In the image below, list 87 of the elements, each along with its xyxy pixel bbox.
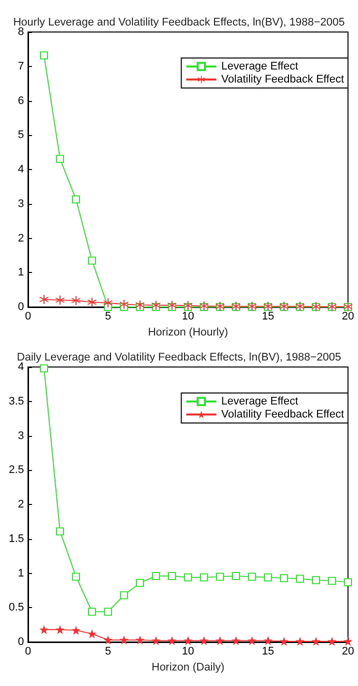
- y-tick-label: 0.5: [8, 602, 24, 614]
- point: [56, 625, 64, 634]
- point: [248, 572, 256, 581]
- point: [312, 576, 320, 584]
- legend-label: Volatility Feedback Effect: [221, 74, 344, 86]
- x-axis-title: Horizon (Hourly): [148, 326, 228, 338]
- point: [152, 300, 160, 310]
- y-tick-label: 6: [18, 94, 24, 107]
- point: [152, 636, 160, 646]
- y-tick-label: 2: [18, 498, 24, 510]
- y-tick-label: 3.5: [8, 395, 24, 408]
- x-tick-label: 20: [342, 310, 354, 322]
- point: [72, 626, 80, 635]
- point: [328, 576, 336, 585]
- legend-label: Leverage Effect: [221, 60, 298, 72]
- point: [72, 296, 80, 305]
- point: [104, 298, 112, 308]
- point: [152, 572, 160, 580]
- point: [104, 608, 112, 616]
- chart-title: Daily Leverage and Volatility Feedback Effects, ln(BV), 1988−2005: [16, 352, 342, 364]
- y-tick-label: 3: [18, 198, 24, 210]
- y-tick-label: 5: [18, 129, 24, 142]
- point: [40, 364, 48, 372]
- point: [56, 154, 64, 163]
- point: [88, 608, 96, 616]
- point: [280, 636, 288, 646]
- point: [104, 635, 112, 644]
- y-tick-label: 1: [18, 567, 24, 580]
- x-tick-label: 10: [182, 646, 194, 658]
- point: [216, 572, 224, 581]
- point: [328, 636, 336, 646]
- point: [344, 578, 352, 586]
- y-tick-label: 1: [18, 266, 24, 279]
- point: [136, 635, 144, 644]
- x-tick-label: 20: [342, 646, 354, 658]
- point: [136, 300, 144, 310]
- y-tick-label: 7: [18, 60, 24, 72]
- y-tick-label: 4: [18, 164, 24, 176]
- x-tick-label: 10: [182, 310, 194, 322]
- x-tick-label: 15: [262, 310, 274, 322]
- x-tick-label: 5: [104, 646, 112, 658]
- point: [72, 195, 80, 204]
- point: [264, 636, 272, 646]
- point: [216, 636, 224, 646]
- y-tick-label: 8: [18, 26, 24, 38]
- point: [248, 636, 256, 646]
- point: [344, 636, 352, 646]
- point: [200, 573, 208, 582]
- point: [296, 636, 304, 646]
- x-tick-label: 5: [104, 310, 112, 322]
- point: [120, 300, 128, 309]
- point: [312, 636, 320, 646]
- point: [88, 298, 96, 307]
- point: [72, 572, 80, 581]
- point: [184, 636, 192, 646]
- y-tick-label: 2: [18, 232, 24, 244]
- point: [184, 573, 192, 582]
- point: [168, 300, 176, 310]
- y-tick-label: 3: [18, 430, 24, 442]
- point: [88, 629, 96, 638]
- y-tick-label: 4: [18, 361, 24, 373]
- point: [120, 635, 128, 644]
- x-axis-title: Horizon (Daily): [152, 661, 224, 674]
- y-tick-label: 2.5: [8, 464, 24, 476]
- x-tick-label: 15: [262, 646, 274, 658]
- point: [136, 578, 144, 587]
- point: [200, 636, 208, 646]
- point: [88, 256, 96, 265]
- point: [168, 572, 176, 580]
- point: [296, 574, 304, 583]
- point: [264, 573, 272, 582]
- point: [168, 636, 176, 646]
- point: [232, 572, 240, 580]
- point: [40, 625, 48, 634]
- point: [40, 51, 48, 60]
- point: [40, 294, 48, 304]
- y-tick-label: 0: [18, 636, 24, 648]
- y-tick-label: 0: [18, 301, 24, 313]
- point: [280, 574, 288, 582]
- point: [120, 591, 128, 600]
- legend-label: Leverage Effect: [221, 396, 298, 408]
- chart-title: Hourly Leverage and Volatility Feedback Effects, ln(BV), 1988−2005: [13, 16, 345, 28]
- legend-label: Volatility Feedback Effect: [221, 408, 344, 420]
- point: [56, 527, 64, 536]
- point: [56, 296, 64, 305]
- y-tick-label: 1.5: [8, 532, 24, 545]
- point: [232, 636, 240, 646]
